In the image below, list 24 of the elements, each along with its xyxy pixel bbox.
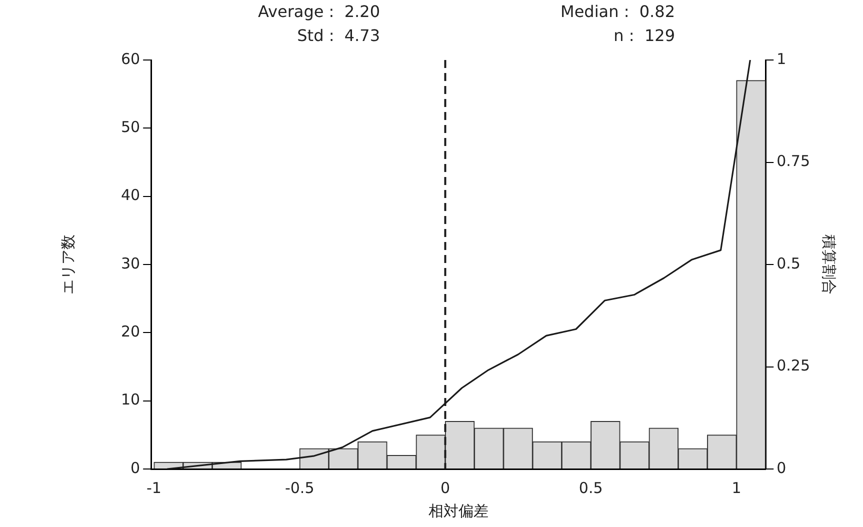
text: Std : 4.73	[296, 26, 380, 45]
text: n : 129	[612, 26, 675, 45]
y2-axis-title: 積算割合	[820, 234, 838, 294]
y-tick-label: 0	[130, 458, 140, 477]
y2-tick-label: 0.25	[776, 356, 810, 375]
x-tick-label: -1	[146, 478, 162, 497]
x-tick-label: -0.5	[284, 478, 314, 497]
y-axis-title: エリア数	[58, 234, 77, 294]
y-tick-label: 50	[120, 118, 140, 136]
text: Median : 0.82	[560, 2, 675, 21]
x-axis-title: 相対偏差	[428, 502, 488, 520]
y2-tick-label: 1	[776, 50, 786, 68]
y-tick-label: 40	[120, 186, 140, 204]
y-tick-label: 30	[120, 254, 140, 272]
text: Average : 2.20	[257, 2, 380, 21]
y2-tick-label: 0.75	[776, 152, 810, 170]
y-tick-label: 10	[120, 390, 140, 409]
y-tick-label: 20	[120, 322, 140, 341]
x-tick-label: 0	[440, 478, 450, 497]
y2-tick-label: 0	[776, 458, 786, 477]
y-tick-label: 60	[120, 50, 140, 68]
x-tick-label: 0.5	[578, 478, 603, 497]
x-tick-label: 1	[732, 478, 742, 497]
y2-tick-label: 0.5	[776, 254, 800, 272]
